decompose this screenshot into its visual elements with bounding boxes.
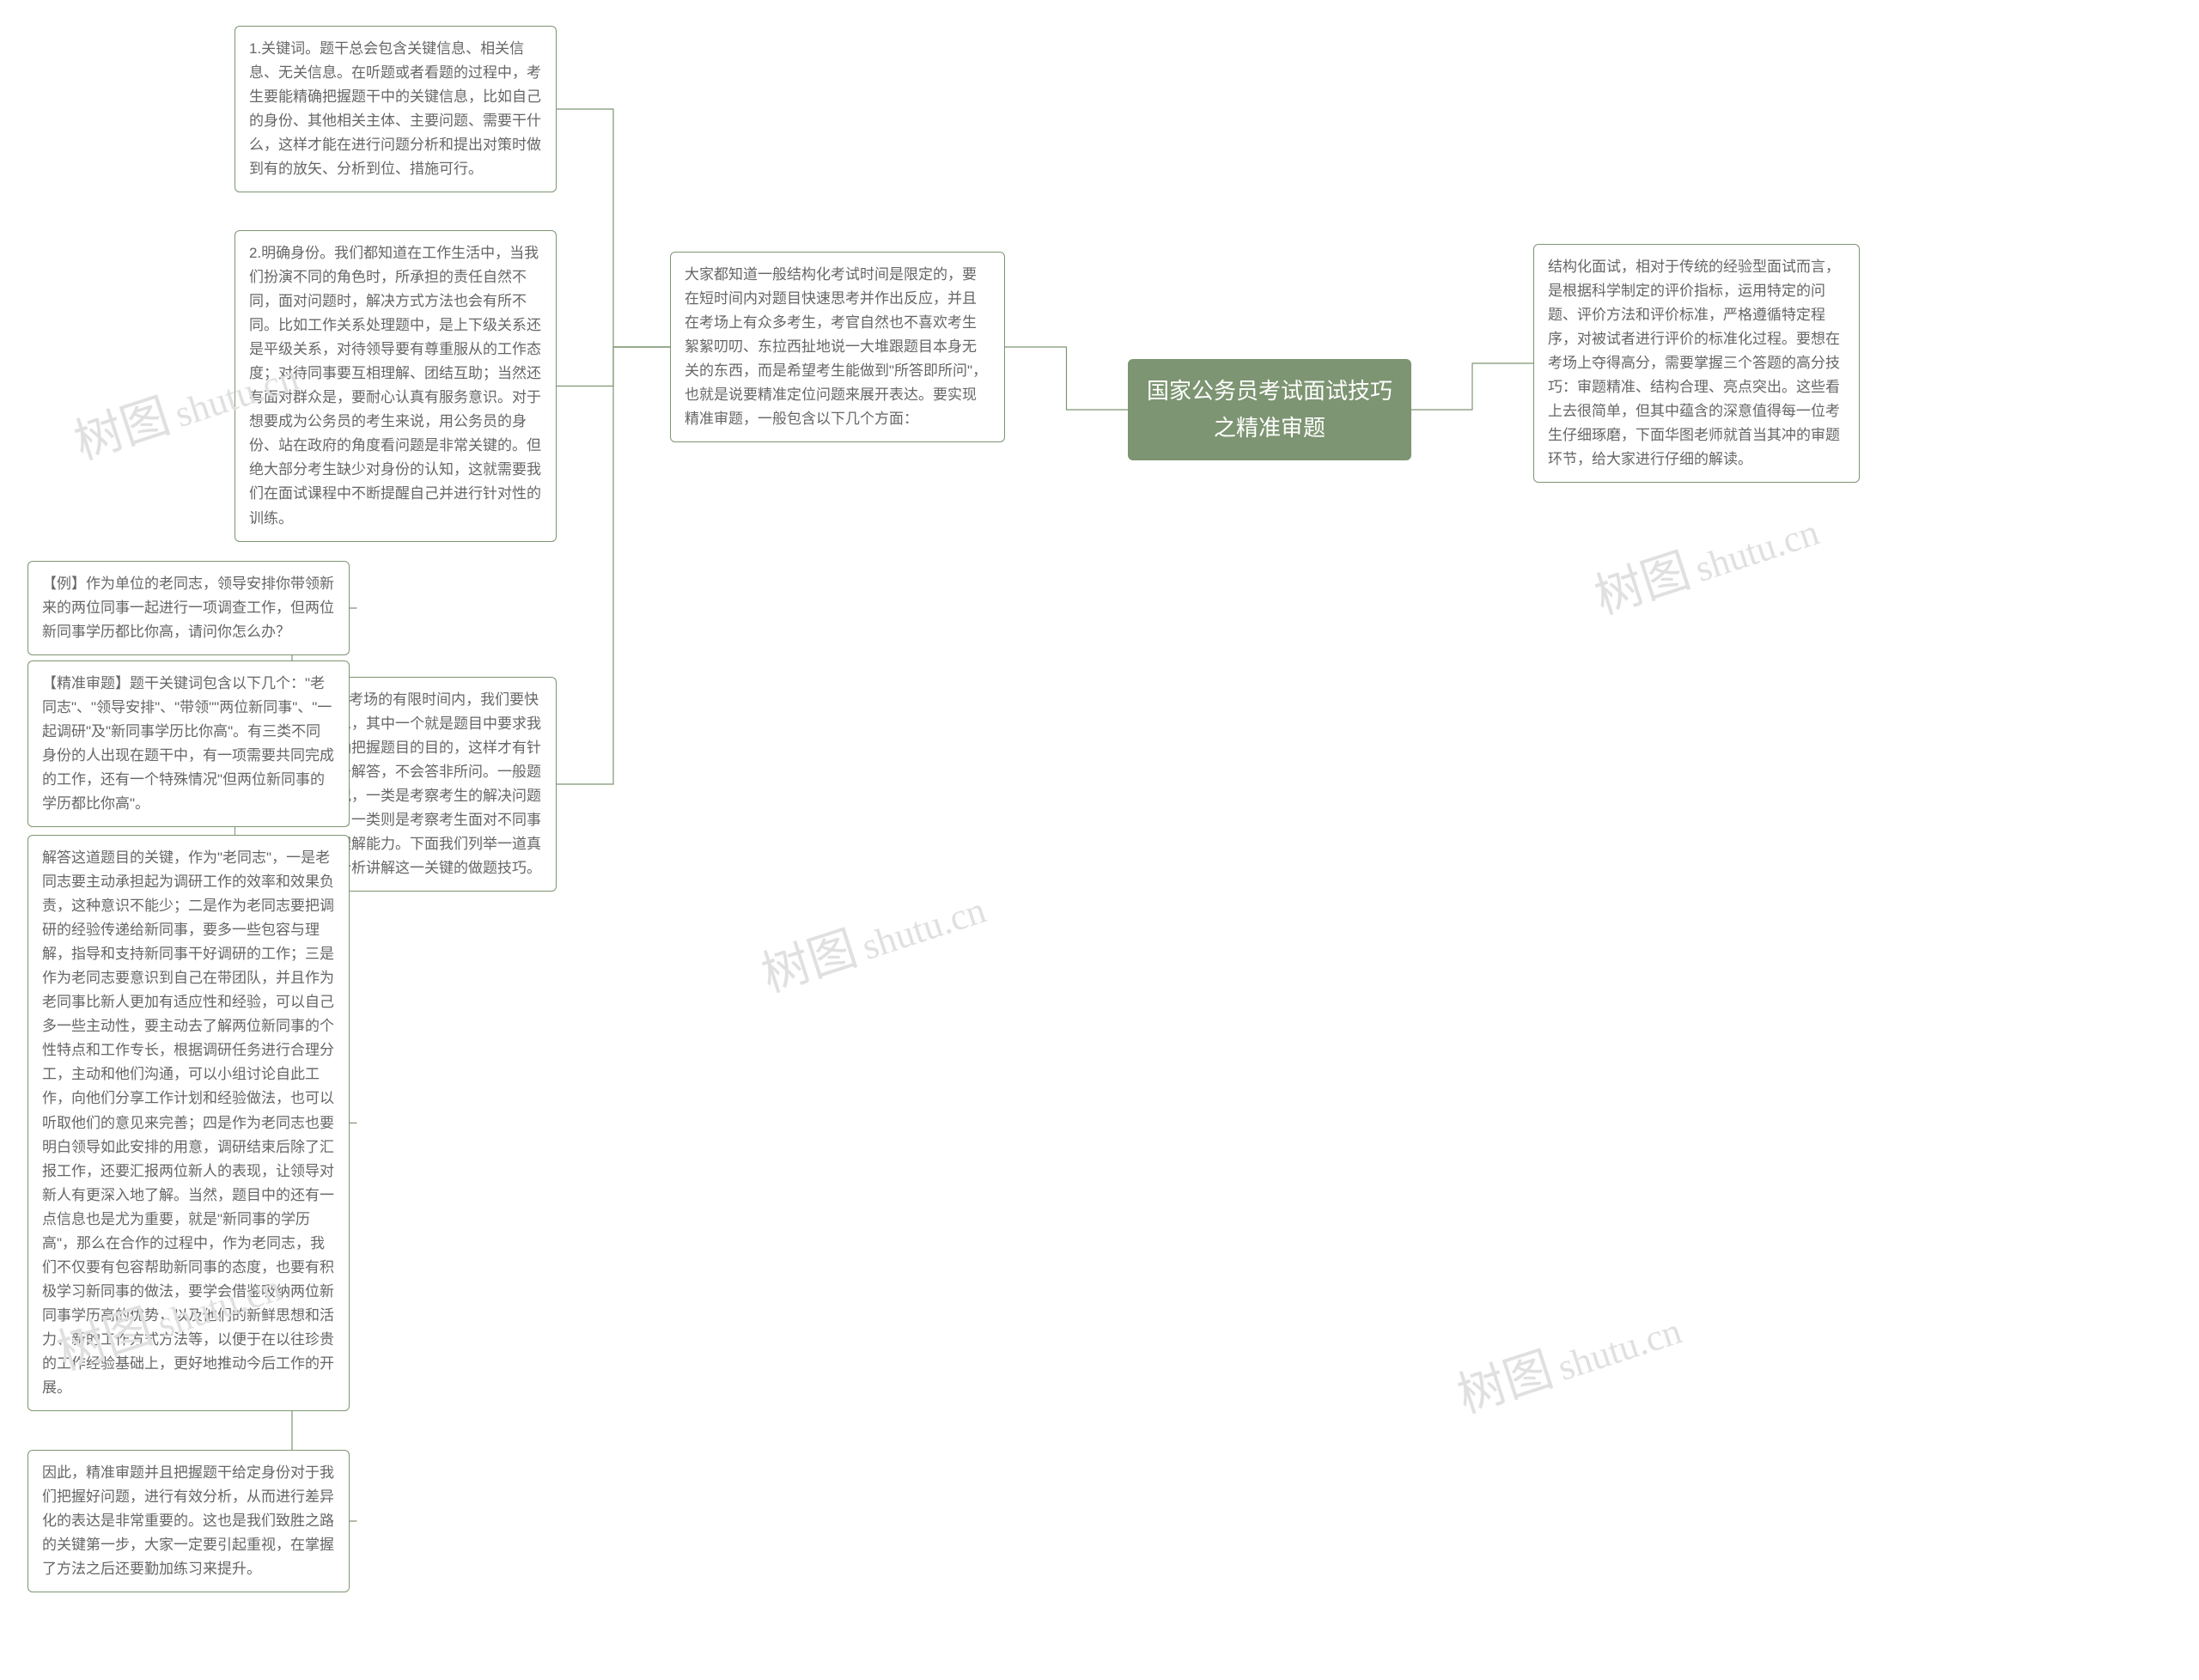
watermark-text-cn: 树图: [1585, 532, 1698, 628]
mindmap-node: 【精准审题】题干关键词包含以下几个："老同志"、"领导安排"、"带领""两位新同…: [27, 660, 350, 827]
mindmap-node: 1.关键词。题干总会包含关键信息、相关信息、无关信息。在听题或者看题的过程中，考…: [235, 26, 557, 192]
watermark-text-cn: 树图: [752, 910, 865, 1006]
node-text: 2.明确身份。我们都知道在工作生活中，当我们扮演不同的角色时，所承担的责任自然不…: [249, 245, 541, 527]
node-text: 因此，精准审题并且把握题干给定身份对于我们把握好问题，进行有效分析，从而进行差异…: [42, 1464, 334, 1577]
watermark: 树图shutu.cn: [1447, 1289, 1689, 1427]
connector: [557, 347, 670, 784]
node-text: 大家都知道一般结构化考试时间是限定的，要在短时间内对题目快速思考并作出反应，并且…: [685, 266, 987, 427]
mindmap-root-node: 国家公务员考试面试技巧之精准审题: [1128, 359, 1411, 460]
mindmap-node: 结构化面试，相对于传统的经验型面试而言，是根据科学制定的评价指标，运用特定的问题…: [1533, 244, 1860, 483]
connector: [1005, 347, 1128, 410]
connector: [557, 109, 670, 347]
mindmap-canvas: 国家公务员考试面试技巧之精准审题 结构化面试，相对于传统的经验型面试而言，是根据科…: [0, 0, 2199, 1680]
watermark-text-en: shutu.cn: [856, 888, 990, 969]
node-text: 1.关键词。题干总会包含关键信息、相关信息、无关信息。在听题或者看题的过程中，考…: [249, 40, 541, 177]
watermark-text-cn: 树图: [64, 377, 178, 473]
mindmap-node: 解答这道题目的关键，作为"老同志"，一是老同志要主动承担起为调研工作的效率和效果…: [27, 835, 350, 1411]
mindmap-node: 2.明确身份。我们都知道在工作生活中，当我们扮演不同的角色时，所承担的责任自然不…: [235, 230, 557, 542]
watermark-text-cn: 树图: [1447, 1330, 1561, 1427]
watermark: 树图shutu.cn: [1585, 490, 1826, 628]
node-text: 【例】作为单位的老同志，领导安排你带领新来的两位同事一起进行一项调查工作，但两位…: [42, 575, 334, 640]
connector: [1411, 363, 1533, 410]
node-text: 【精准审题】题干关键词包含以下几个："老同志"、"领导安排"、"带领""两位新同…: [42, 675, 334, 812]
watermark-text-en: shutu.cn: [1552, 1309, 1686, 1390]
mindmap-node: 因此，精准审题并且把握题干给定身份对于我们把握好问题，进行有效分析，从而进行差异…: [27, 1450, 350, 1592]
node-text: 结构化面试，相对于传统的经验型面试而言，是根据科学制定的评价指标，运用特定的问题…: [1548, 259, 1840, 467]
node-text: 国家公务员考试面试技巧之精准审题: [1147, 378, 1392, 441]
connector: [557, 347, 670, 387]
watermark-text-en: shutu.cn: [1690, 510, 1824, 591]
node-text: 解答这道题目的关键，作为"老同志"，一是老同志要主动承担起为调研工作的效率和效果…: [42, 849, 334, 1396]
mindmap-node: 【例】作为单位的老同志，领导安排你带领新来的两位同事一起进行一项调查工作，但两位…: [27, 561, 350, 655]
mindmap-node: 大家都知道一般结构化考试时间是限定的，要在短时间内对题目快速思考并作出反应，并且…: [670, 252, 1005, 442]
watermark: 树图shutu.cn: [752, 868, 993, 1006]
